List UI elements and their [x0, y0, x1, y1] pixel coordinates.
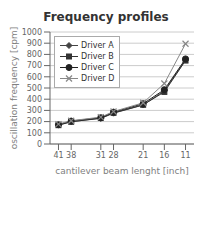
svg-text:cantilever beam lenght [inch]: cantilever beam lenght [inch] — [55, 166, 188, 176]
html-text:Driver D: Driver D — [81, 74, 115, 83]
html-text:Frequency profiles: Frequency profiles — [43, 10, 169, 24]
svg-text:1000: 1000 — [22, 28, 42, 37]
svg-text:oscillation frequency [cpm]: oscillation frequency [cpm] — [9, 27, 19, 150]
svg-text:300: 300 — [27, 106, 42, 115]
svg-text:700: 700 — [27, 61, 42, 70]
svg-text:500: 500 — [27, 84, 42, 93]
html-text:Driver B: Driver B — [81, 52, 114, 61]
svg-text:100: 100 — [27, 129, 42, 138]
svg-text:38: 38 — [66, 151, 76, 160]
svg-text:200: 200 — [27, 117, 42, 126]
svg-text:31: 31 — [96, 151, 106, 160]
svg-text:16: 16 — [159, 151, 169, 160]
svg-text:0: 0 — [37, 140, 42, 149]
svg-text:28: 28 — [108, 151, 118, 160]
svg-text:11: 11 — [180, 151, 190, 160]
svg-text:21: 21 — [138, 151, 148, 160]
svg-text:900: 900 — [27, 39, 42, 48]
svg-text:600: 600 — [27, 73, 42, 82]
html-text:Driver C: Driver C — [81, 63, 114, 72]
svg-text:400: 400 — [27, 95, 42, 104]
svg-text:41: 41 — [53, 151, 63, 160]
svg-text:800: 800 — [27, 50, 42, 59]
html-text:Driver A: Driver A — [81, 41, 114, 50]
